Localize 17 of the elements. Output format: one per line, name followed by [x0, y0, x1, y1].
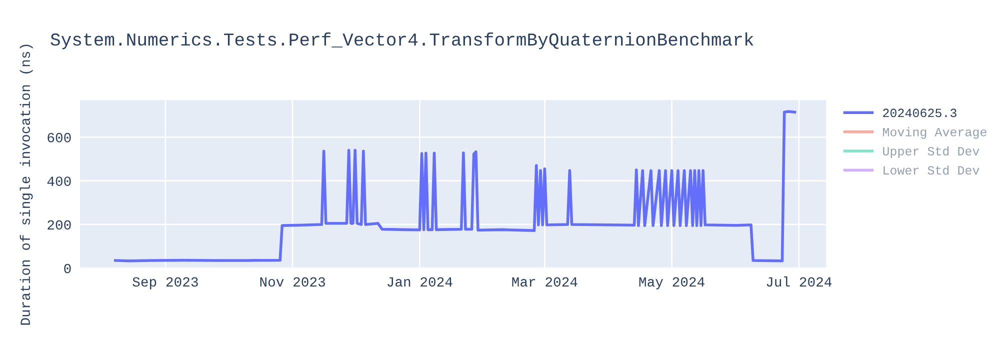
- x-tick-label: Jan 2024: [388, 277, 452, 287]
- y-tick-label: 0: [64, 264, 71, 274]
- legend-label: Lower Std Dev: [884, 165, 980, 175]
- y-tick-label: 400: [47, 176, 71, 186]
- legend-label: Moving Average: [882, 127, 986, 139]
- line-series: [114, 110, 796, 262]
- x-tick-label: Sep 2023: [132, 277, 198, 290]
- chart-title: System.Numerics.Tests.Perf_Vector4.TransformByQuaternionBenchmark: [50, 32, 754, 50]
- x-tick-label: Jul 2024: [766, 276, 832, 287]
- y-tick-label: 200: [48, 220, 71, 230]
- x-tick-label: Nov 2023: [260, 277, 325, 287]
- x-tick-label: May 2024: [639, 277, 704, 290]
- legend-label: Upper Std Dev: [883, 146, 980, 158]
- y-tick-label: 600: [48, 132, 71, 142]
- x-tick-label: Mar 2024: [512, 277, 578, 287]
- y-axis-title: Duration of single invocation (ns): [20, 44, 33, 325]
- legend-label: 20240625.3: [883, 108, 956, 118]
